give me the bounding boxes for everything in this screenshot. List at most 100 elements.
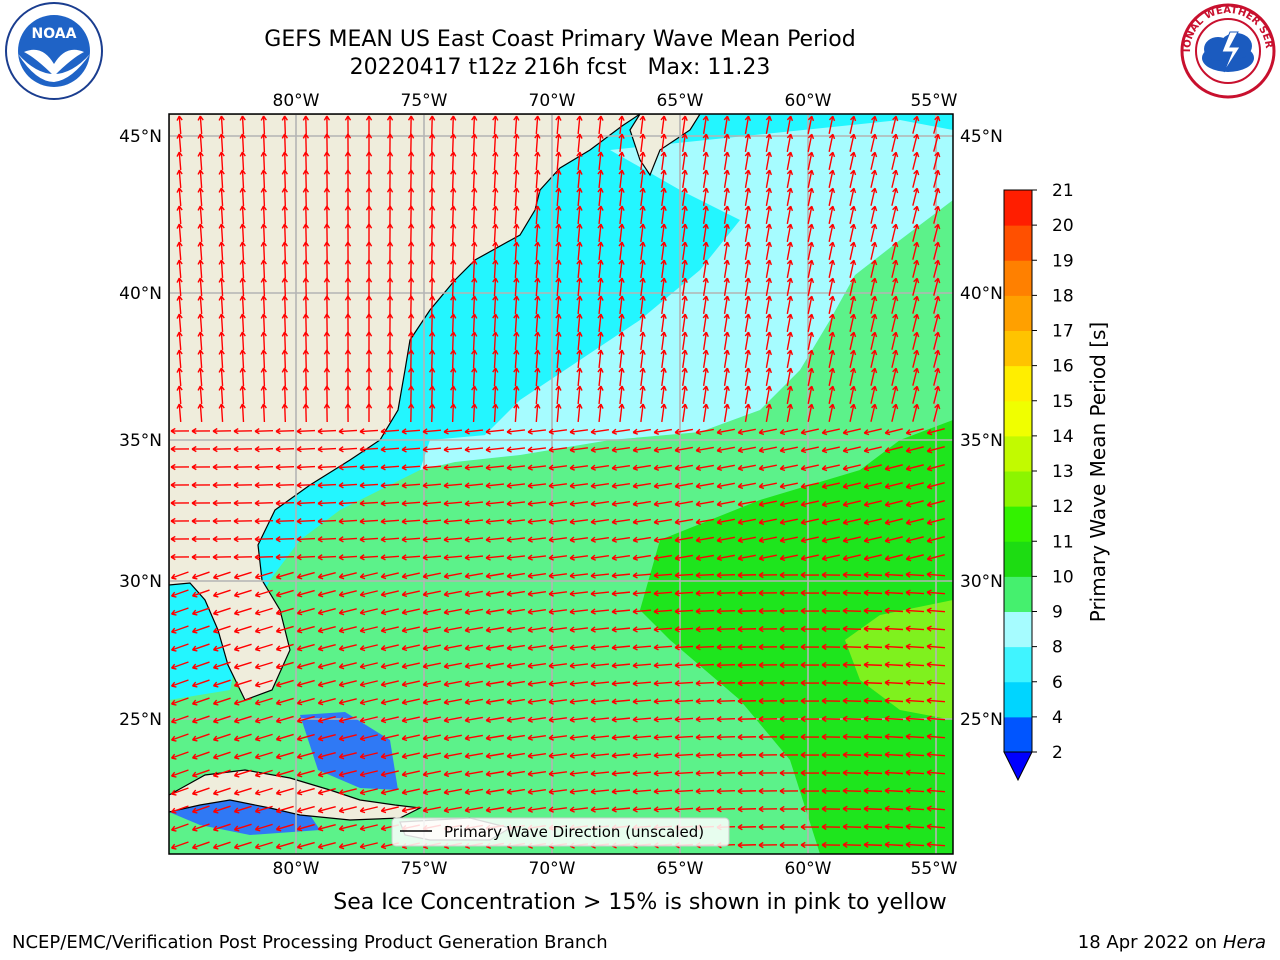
- wave-direction-arrow: [296, 464, 316, 471]
- wave-direction-arrow: [653, 428, 672, 435]
- wave-direction-arrow: [821, 679, 841, 687]
- wave-direction-arrow: [905, 464, 924, 472]
- wave-direction-arrow: [548, 716, 568, 723]
- colorbar-tick-label: 12: [1052, 497, 1074, 517]
- wave-direction-arrow: [632, 518, 651, 525]
- wave-direction-arrow: [695, 752, 715, 759]
- lon-label-bottom-60: 60°W: [785, 859, 832, 879]
- wave-direction-arrow: [821, 805, 841, 813]
- wave-direction-arrow: [212, 805, 231, 814]
- wave-direction-arrow: [716, 518, 735, 526]
- wave-direction-arrow: [674, 806, 694, 813]
- colorbar-extend-triangle: [1003, 751, 1033, 782]
- wave-direction-arrow: [428, 133, 436, 153]
- wave-direction-arrow: [338, 554, 358, 561]
- wave-direction-arrow: [317, 518, 337, 525]
- wave-direction-arrow: [275, 661, 294, 670]
- wave-direction-arrow: [218, 349, 225, 369]
- wave-direction-arrow: [450, 349, 457, 369]
- wave-direction-arrow: [323, 331, 331, 351]
- wave-direction-arrow: [527, 680, 547, 687]
- wave-direction-arrow: [821, 787, 841, 795]
- wave-direction-arrow: [233, 445, 253, 453]
- lat-label-left-45: 45°N: [119, 127, 162, 147]
- wave-direction-arrow: [197, 331, 204, 351]
- wave-direction-arrow: [597, 403, 604, 423]
- wave-direction-arrow: [632, 662, 652, 669]
- wave-direction-arrow: [275, 643, 294, 652]
- wave-direction-arrow: [513, 223, 520, 243]
- wave-direction-arrow: [660, 349, 667, 369]
- wave-direction-arrow: [779, 715, 799, 723]
- lon-label-top-75: 75°W: [401, 91, 448, 111]
- wave-direction-arrow: [842, 589, 862, 597]
- wave-direction-arrow: [912, 133, 920, 152]
- wave-direction-arrow: [632, 788, 652, 795]
- wave-direction-arrow: [863, 769, 883, 776]
- wave-direction-arrow: [338, 788, 357, 796]
- wave-direction-arrow: [639, 187, 646, 207]
- wave-direction-arrow: [317, 643, 336, 652]
- wave-direction-arrow: [569, 734, 589, 741]
- wave-direction-arrow: [527, 554, 547, 561]
- wave-direction-arrow: [863, 661, 883, 668]
- wave-direction-arrow: [618, 169, 625, 189]
- wave-direction-arrow: [359, 662, 378, 670]
- wave-direction-arrow: [492, 313, 499, 333]
- wave-direction-arrow: [197, 385, 204, 405]
- wave-direction-arrow: [737, 500, 756, 508]
- wave-direction-arrow: [428, 259, 436, 279]
- wave-direction-arrow: [807, 115, 815, 134]
- wave-direction-arrow: [849, 133, 857, 152]
- wave-direction-arrow: [800, 536, 819, 544]
- wave-direction-arrow: [702, 169, 709, 189]
- wave-direction-arrow: [765, 313, 773, 332]
- wave-direction-arrow: [239, 115, 246, 135]
- wave-direction-arrow: [758, 536, 777, 544]
- wave-direction-arrow: [737, 679, 757, 687]
- wave-direction-arrow: [296, 823, 315, 832]
- wave-direction-arrow: [386, 277, 394, 297]
- wave-direction-arrow: [239, 313, 246, 333]
- wave-direction-arrow: [758, 643, 778, 651]
- wave-direction-arrow: [758, 823, 778, 831]
- wave-direction-arrow: [254, 769, 273, 778]
- wave-direction-arrow: [863, 643, 883, 650]
- wave-direction-arrow: [464, 806, 483, 814]
- wave-direction-arrow: [632, 608, 652, 615]
- wave-direction-arrow: [926, 607, 946, 614]
- wave-direction-arrow: [681, 295, 688, 315]
- wave-direction-arrow: [870, 205, 878, 224]
- wave-direction-arrow: [275, 787, 294, 796]
- wave-direction-arrow: [674, 752, 694, 759]
- wave-direction-arrow: [849, 115, 857, 134]
- wave-direction-arrow: [758, 751, 778, 759]
- wave-direction-arrow: [401, 482, 421, 489]
- wave-direction-arrow: [359, 518, 379, 525]
- wave-direction-arrow: [380, 644, 399, 652]
- wave-direction-arrow: [618, 205, 625, 225]
- wave-direction-arrow: [926, 805, 946, 812]
- wave-direction-arrow: [723, 223, 730, 242]
- wave-direction-arrow: [422, 536, 442, 543]
- wave-direction-arrow: [716, 464, 735, 472]
- wave-direction-arrow: [933, 259, 941, 278]
- wave-direction-arrow: [527, 500, 547, 507]
- wave-direction-arrow: [590, 464, 610, 471]
- wave-direction-arrow: [443, 698, 462, 706]
- wave-direction-arrow: [807, 241, 815, 260]
- wave-direction-arrow: [597, 313, 604, 333]
- wave-direction-arrow: [870, 151, 878, 170]
- wave-direction-arrow: [842, 661, 862, 669]
- wave-direction-arrow: [744, 223, 751, 242]
- wave-direction-arrow: [891, 403, 899, 422]
- wave-direction-arrow: [779, 751, 799, 759]
- wave-direction-arrow: [884, 500, 903, 508]
- wave-direction-arrow: [926, 733, 946, 740]
- wave-direction-arrow: [344, 133, 352, 153]
- wave-direction-arrow: [884, 607, 904, 614]
- wave-direction-arrow: [422, 680, 441, 688]
- period-11-12-region: [845, 600, 953, 720]
- wave-direction-arrow: [716, 428, 735, 436]
- colorbar-segment: [1004, 365, 1032, 402]
